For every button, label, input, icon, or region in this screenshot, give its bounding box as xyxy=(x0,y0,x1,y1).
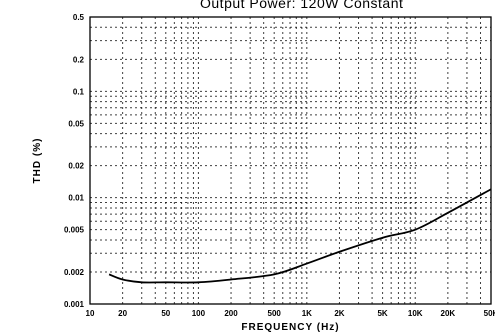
y-tick-label: 0.01 xyxy=(68,194,84,203)
x-tick-label: 10K xyxy=(408,309,423,318)
x-axis-title: FREQUENCY (Hz) xyxy=(241,322,339,333)
x-tick-label: 5K xyxy=(377,309,387,318)
y-tick-label: 0.002 xyxy=(64,268,85,277)
thd-curve-line xyxy=(108,188,492,284)
x-tick-label: 50K xyxy=(484,309,495,318)
y-tick-label: 0.05 xyxy=(68,119,84,128)
x-tick-label: 1K xyxy=(302,309,312,318)
y-tick-label: 0.1 xyxy=(73,87,85,96)
x-tick-label: 20K xyxy=(441,309,456,318)
grid xyxy=(90,17,491,304)
y-tick-label: 0.5 xyxy=(73,13,85,22)
x-tick-label: 20 xyxy=(118,309,127,318)
y-tick-label: 0.001 xyxy=(64,300,85,309)
series-layer xyxy=(108,188,492,284)
x-tick-label: 50 xyxy=(161,309,170,318)
y-tick-label: 0.2 xyxy=(73,55,85,64)
x-tick-label: 200 xyxy=(224,309,238,318)
y-axis-title: THD (%) xyxy=(32,138,43,184)
y-tick-label: 0.005 xyxy=(64,226,85,235)
x-tick-label: 100 xyxy=(192,309,206,318)
x-tick-label: 10 xyxy=(86,309,95,318)
x-tick-label: 2K xyxy=(334,309,344,318)
x-tick-labels: 10 20 50 100 200 500 1K 2K 5K 10K 20K 50K xyxy=(86,309,495,318)
chart-title: Output Power: 120W Constant xyxy=(200,0,403,11)
y-tick-labels: 0.001 0.002 0.005 0.01 0.02 0.05 0.1 0.2 0.5 xyxy=(64,13,85,309)
x-tick-label: 500 xyxy=(268,309,282,318)
plot-frame xyxy=(89,16,492,305)
y-tick-label: 0.02 xyxy=(68,162,84,171)
